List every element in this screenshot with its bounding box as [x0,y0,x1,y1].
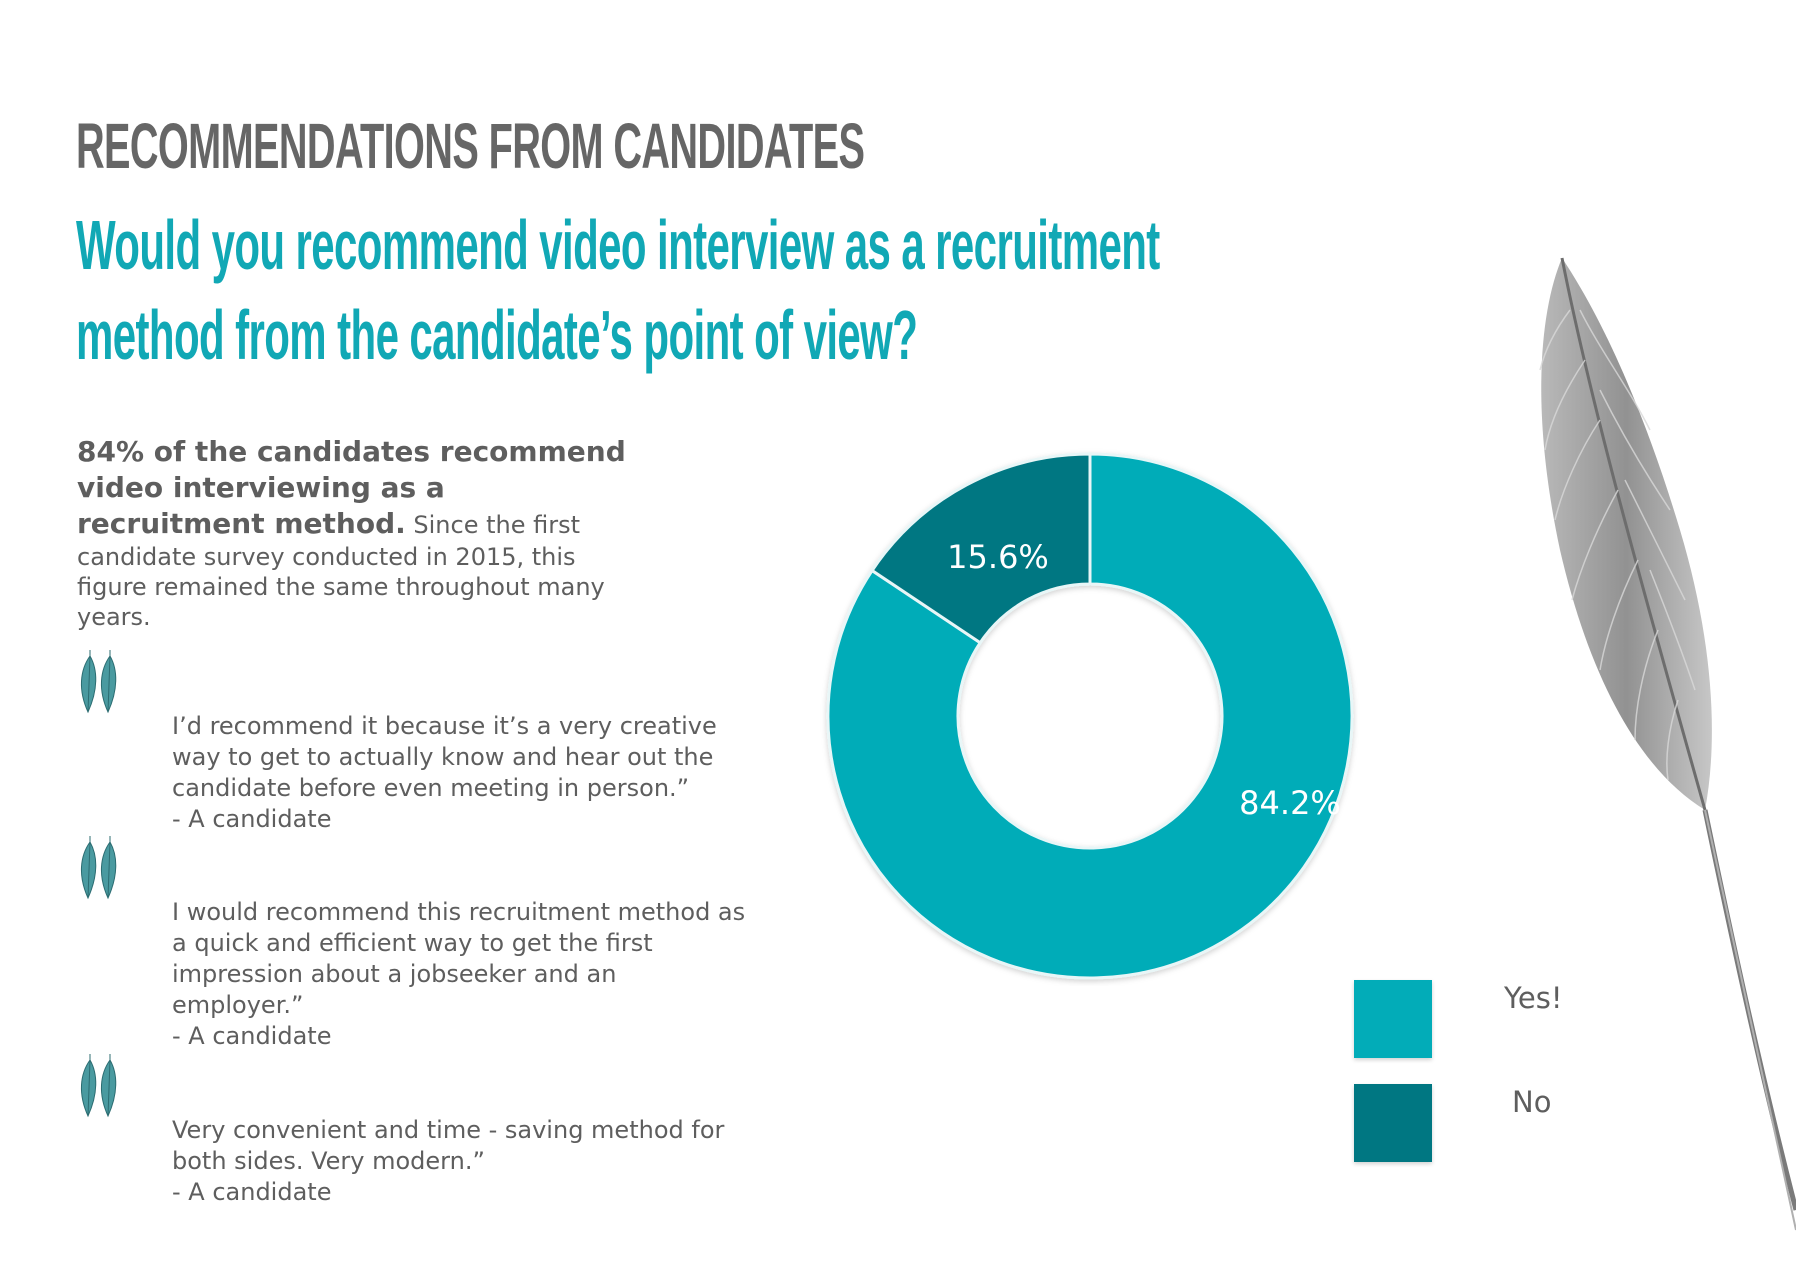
quote-2: I would recommend this recruitment metho… [76,836,745,1050]
summary-text: Since the first candidate survey conduct… [77,511,605,631]
quote-3-author: - A candidate [172,1178,332,1206]
quote-1-text: I’d recommend it because it’s a very cre… [172,680,752,866]
legend-label-no: No [1512,1085,1552,1119]
donut-slice-yes [826,452,1354,980]
question-heading: Would you recommend video interview as a… [76,200,1160,380]
donut-chart-svg: 84.2% 15.6% [826,452,1354,980]
leaf-quote-icon [81,1054,117,1118]
quote-3: Very convenient and time - saving method… [76,1054,736,1206]
legend-item-yes: Yes! [1354,980,1624,1058]
quote-1: I’d recommend it because it’s a very cre… [76,650,736,833]
leaf-quote-icon [81,650,117,714]
donut-label-no: 15.6% [947,538,1049,576]
summary-paragraph: 84% of the candidates recommend video in… [77,434,637,632]
question-line-1: Would you recommend video interview as a… [76,206,1160,284]
quote-2-author: - A candidate [172,1022,332,1050]
legend-label-yes: Yes! [1504,981,1563,1015]
summary-bold: 84% of the candidates recommend video in… [77,435,626,540]
donut-slice-no [870,452,1092,645]
quote-3-text: Very convenient and time - saving method… [172,1084,752,1239]
quote-1-body: I’d recommend it because it’s a very cre… [172,712,717,802]
quote-3-body: Very convenient and time - saving method… [172,1116,725,1175]
feather-icon [1539,257,1796,1231]
legend-swatch-yes [1354,980,1432,1058]
page-title: RECOMMENDATIONS FROM CANDIDATES [76,110,865,182]
quote-2-body: I would recommend this recruitment metho… [172,898,746,1019]
chart-legend: Yes! No [1354,980,1624,1180]
legend-swatch-no [1354,1084,1432,1162]
donut-chart: 84.2% 15.6% [820,446,1360,986]
quote-1-author: - A candidate [172,805,332,833]
quote-2-text: I would recommend this recruitment metho… [172,866,752,1083]
question-line-2: method from the candidate’s point of vie… [76,296,918,374]
legend-item-no: No [1354,1084,1624,1162]
donut-label-yes: 84.2% [1239,784,1341,822]
leaf-quote-icon [81,836,117,900]
